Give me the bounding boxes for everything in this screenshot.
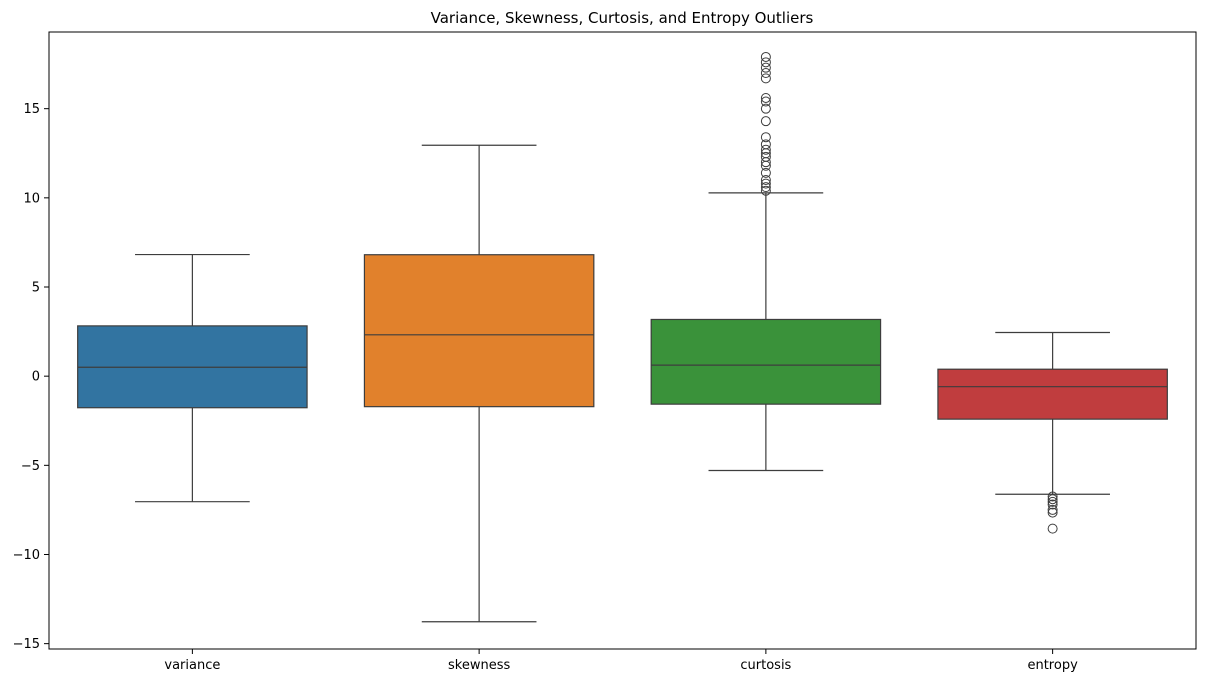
y-tick-label: 10 — [23, 191, 40, 206]
x-tick-label: skewness — [448, 658, 510, 673]
x-axis: variance skewness curtosis entropy — [164, 649, 1078, 673]
outlier-point — [760, 92, 771, 103]
outlier-point — [760, 132, 771, 143]
outlier-point — [760, 51, 771, 62]
outlier-point — [760, 96, 771, 107]
outlier-point — [1047, 507, 1058, 518]
outlier-point — [760, 178, 771, 189]
iqr-box — [363, 254, 595, 408]
outlier-point — [1047, 496, 1058, 507]
outlier-point — [1047, 494, 1058, 505]
y-axis: −15 −10 −5 0 5 10 15 — [13, 102, 49, 652]
iqr-box — [937, 368, 1168, 420]
box-curtosis — [650, 51, 882, 472]
outlier-point — [1047, 504, 1058, 515]
chart-title: Variance, Skewness, Curtosis, and Entrop… — [431, 9, 814, 27]
outlier-point — [760, 144, 771, 155]
outlier-point — [760, 185, 771, 196]
plot-frame — [48, 31, 1197, 650]
y-tick-label: 5 — [32, 281, 40, 296]
outlier-point — [760, 68, 771, 79]
outlier-point — [1047, 523, 1058, 534]
outlier-point — [1047, 499, 1058, 510]
outlier-point — [760, 167, 771, 178]
outlier-point — [760, 151, 771, 162]
outlier-point — [760, 182, 771, 193]
y-tick-label: −5 — [21, 459, 40, 474]
box-entropy — [937, 331, 1168, 534]
y-tick-label: 0 — [32, 370, 40, 385]
outlier-point — [1047, 491, 1058, 502]
x-tick-label: variance — [164, 658, 220, 673]
box-variance — [77, 253, 308, 503]
y-tick-label: −15 — [13, 637, 40, 652]
box-skewness — [363, 144, 595, 623]
x-tick-label: curtosis — [740, 658, 791, 673]
outlier-point — [760, 73, 771, 84]
outlier-point — [760, 116, 771, 127]
outlier-point — [760, 139, 771, 150]
iqr-box — [650, 318, 882, 405]
x-tick-label: entropy — [1027, 658, 1078, 673]
outlier-point — [760, 175, 771, 186]
outlier-point — [760, 57, 771, 68]
outlier-point — [760, 103, 771, 114]
plot-area — [77, 51, 1168, 623]
y-tick-label: −10 — [13, 548, 40, 563]
y-tick-label: 15 — [23, 102, 40, 117]
outlier-point — [760, 62, 771, 73]
